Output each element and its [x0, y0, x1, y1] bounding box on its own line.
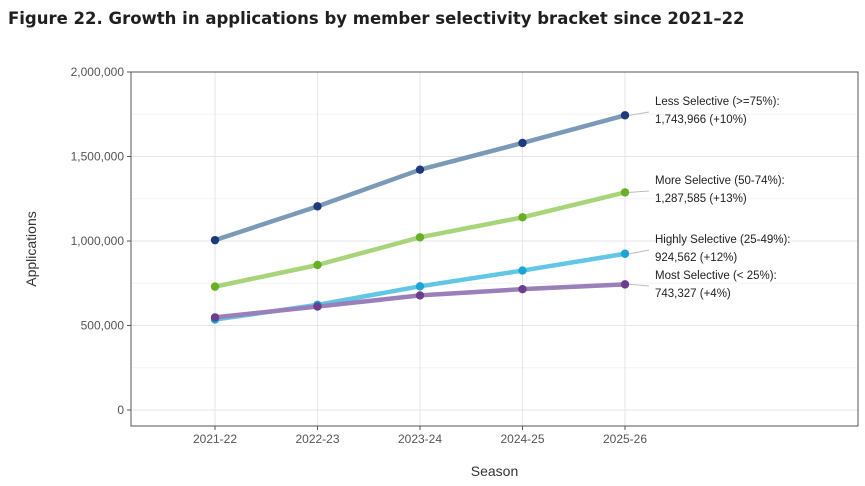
data-point	[620, 111, 630, 120]
data-point	[313, 260, 322, 270]
data-point	[415, 291, 425, 300]
y-axis-label: Applications	[23, 211, 39, 287]
data-point	[518, 138, 527, 148]
x-axis-label: Season	[471, 463, 518, 479]
data-point	[313, 302, 322, 311]
y-tick-label: 1,000,000	[71, 234, 125, 248]
plot-border	[130, 71, 859, 427]
data-point	[620, 249, 630, 258]
x-tick-label: 2025-26	[603, 432, 647, 446]
data-point	[210, 282, 220, 291]
annotation-label-name: Most Selective (< 25%):	[655, 270, 777, 282]
data-point	[518, 284, 527, 294]
x-tick-label: 2024-25	[500, 432, 544, 446]
data-point	[210, 313, 220, 322]
annotation-label-value: 1,743,966 (+10%)	[655, 114, 747, 126]
annotation-label-name: Less Selective (>=75%):	[655, 96, 780, 108]
x-tick-label: 2021-22	[193, 432, 237, 446]
annotations-layer: Less Selective (>=75%): 1,743,966 (+10%) M…	[629, 96, 791, 300]
data-point	[415, 165, 425, 174]
data-point	[415, 233, 425, 242]
annotation-label-name: Highly Selective (25-49%):	[655, 234, 791, 246]
annotation-leader-line	[629, 111, 650, 116]
y-tick-label: 500,000	[81, 319, 125, 333]
x-tick-label: 2023-24	[398, 432, 442, 446]
y-tick-label: 0	[117, 403, 124, 417]
data-point	[518, 213, 527, 222]
annotation-leader-line	[629, 249, 650, 255]
data-point	[313, 202, 322, 211]
x-tick-labels: 2021-22 2022-23 2023-24 2024-25 2025-26	[193, 426, 647, 446]
y-tick-label: 1,500,000	[71, 150, 125, 164]
data-point	[210, 235, 220, 245]
annotation-leader-line	[629, 283, 650, 287]
series-layer	[210, 111, 630, 324]
x-tick-label: 2022-23	[295, 432, 339, 446]
data-point	[518, 266, 527, 275]
data-point	[620, 280, 630, 289]
annotation-label-value: 743,327 (+4%)	[655, 288, 731, 300]
data-point	[620, 188, 630, 197]
annotation-label-name: More Selective (50-74%):	[655, 175, 785, 187]
y-tick-labels: 0 500,000 1,000,000 1,500,000 2,000,000	[71, 65, 131, 417]
annotation-leader-line	[629, 190, 650, 193]
grid-layer	[131, 71, 858, 426]
figure-title: Figure 22. Growth in applications by mem…	[8, 9, 745, 28]
y-tick-label: 2,000,000	[71, 65, 125, 79]
annotation-label-value: 924,562 (+12%)	[655, 252, 737, 264]
data-point	[415, 282, 425, 291]
annotation-label-value: 1,287,585 (+13%)	[655, 193, 747, 205]
